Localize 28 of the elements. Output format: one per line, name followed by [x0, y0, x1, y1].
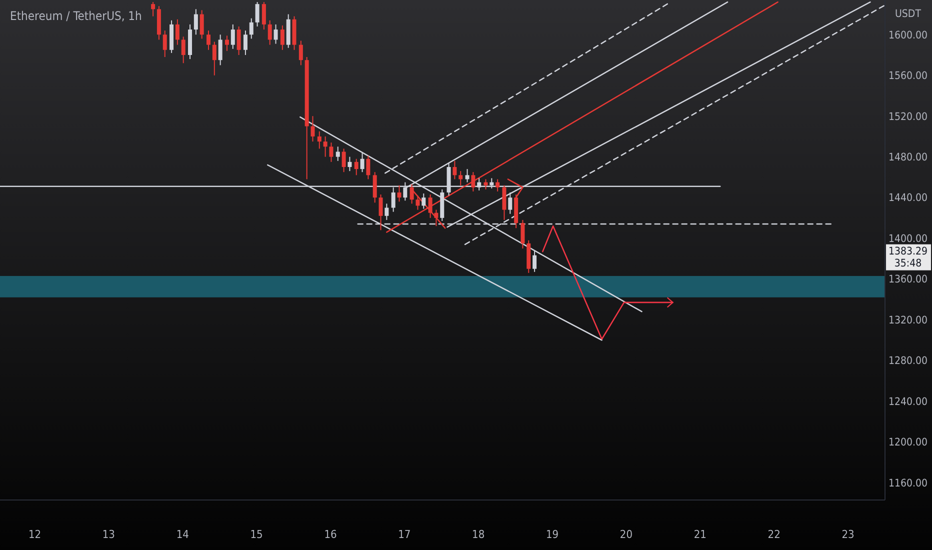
x-tick-label: 18	[472, 528, 485, 541]
x-tick-label: 14	[176, 528, 189, 541]
x-tick-label: 19	[546, 528, 559, 541]
y-tick-label: 1360.00	[888, 274, 928, 286]
y-tick-label: 1280.00	[888, 355, 928, 368]
x-tick-label: 12	[28, 528, 42, 541]
x-tick-label: 22	[768, 528, 780, 541]
x-tick-label: 21	[694, 528, 706, 541]
text: 35:48	[894, 257, 922, 270]
y-tick-label: 1400.00	[888, 232, 928, 245]
x-tick-label: 16	[324, 528, 337, 541]
y-tick-label: 1600.00	[888, 29, 928, 42]
x-tick-label: 23	[842, 528, 854, 541]
text: 1383.29	[888, 245, 928, 258]
y-tick-label: 1440.00	[888, 192, 928, 204]
x-tick-label: 15	[250, 528, 263, 541]
y-tick-label: 1480.00	[888, 152, 928, 164]
x-tick-label: 13	[102, 528, 115, 541]
y-tick-label: 1320.00	[888, 314, 928, 326]
x-tick-label: 17	[398, 528, 411, 541]
text: Ethereum / TetherUS, 1h	[10, 9, 142, 23]
y-tick-label: 1560.00	[888, 70, 928, 82]
y-tick-label: 1200.00	[888, 436, 928, 449]
y-tick-label: 1520.00	[888, 110, 928, 123]
y-tick-label: 1160.00	[888, 477, 928, 490]
x-tick-label: 20	[620, 528, 633, 541]
y-tick-label: 1240.00	[888, 396, 928, 408]
y-axis-title: USDT	[895, 8, 922, 20]
